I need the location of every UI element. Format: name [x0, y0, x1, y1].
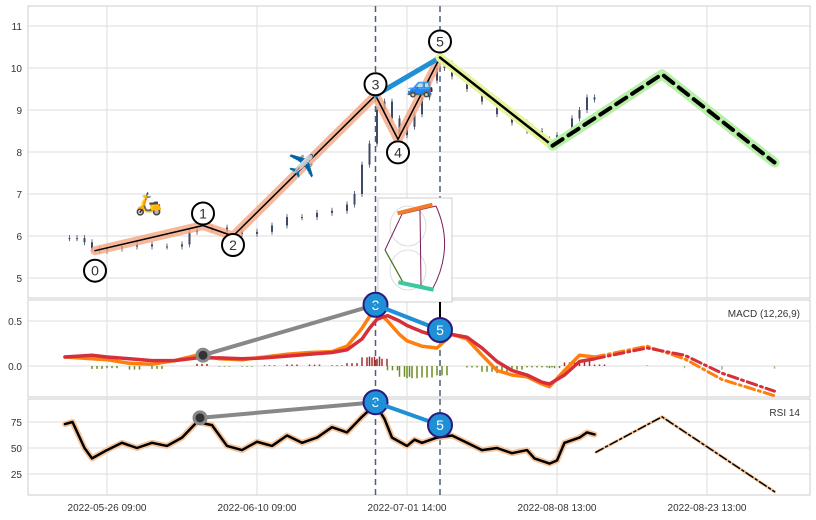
x-tick-label: 2022-06-10 09:00: [218, 503, 297, 514]
pivot-link: [202, 302, 377, 358]
wave-label: 5: [436, 34, 444, 50]
panel-frame: [27, 299, 811, 398]
candle: [331, 210, 333, 213]
emoji-icon: ✈️: [288, 152, 315, 178]
wave-label-circle: [428, 29, 452, 54]
candle: [271, 225, 273, 232]
candle: [361, 164, 363, 194]
projection-line: [438, 56, 554, 147]
y-tick-label: 8: [16, 148, 22, 159]
candle: [256, 231, 258, 234]
signal-projection: [593, 346, 776, 393]
emoji-icon: 🛵: [135, 191, 162, 217]
wave-label-circle: [386, 140, 410, 165]
y-tick-label: 10: [11, 64, 23, 75]
wave-label: 1: [199, 206, 207, 222]
candle: [166, 246, 168, 248]
wave-label: 0: [91, 263, 99, 279]
candle: [301, 217, 303, 219]
rsi-title: RSI 14: [769, 408, 800, 419]
pivot-dot: [192, 410, 208, 426]
candle: [571, 118, 573, 136]
wave-line: [94, 56, 441, 252]
y-tick-label: 0.0: [8, 362, 22, 373]
candle: [578, 110, 581, 119]
rsi-projection: [595, 416, 776, 493]
pivot-link: [199, 400, 376, 420]
pivot-circle: [427, 317, 453, 343]
candle: [391, 101, 393, 119]
candle: [421, 97, 423, 115]
wave-label-circle: [363, 72, 388, 97]
y-tick-label: 5: [16, 274, 22, 285]
x-tick-label: 2022-05-26 09:00: [68, 503, 147, 514]
candle: [428, 80, 431, 98]
x-tick-label: 2022-08-08 13:00: [518, 503, 597, 514]
pivot-label: 5: [436, 417, 444, 433]
x-tick-label: 2022-07-01 14:00: [368, 503, 447, 514]
macd-projection: [593, 344, 776, 398]
y-tick-label: 6: [16, 232, 22, 243]
candle: [83, 238, 86, 243]
candle: [76, 238, 78, 240]
pivot-circle: [427, 412, 453, 439]
inset-image: [377, 197, 453, 318]
candle: [586, 97, 588, 110]
x-tick-label: 2022-08-23 13:00: [668, 503, 747, 514]
candle: [316, 212, 318, 218]
candle: [188, 231, 191, 245]
y-tick-label: 50: [11, 444, 23, 455]
candle: [286, 217, 288, 226]
macd-title: MACD (12,26,9): [728, 309, 800, 320]
candle: [68, 238, 71, 240]
y-tick-label: 0.5: [8, 317, 22, 328]
candle: [346, 204, 348, 211]
y-tick-label: 25: [11, 470, 23, 481]
signal-line: [63, 313, 597, 386]
candle: [593, 97, 596, 100]
candle: [353, 194, 356, 205]
wave-label: 4: [394, 144, 402, 160]
y-tick-label: 7: [16, 190, 22, 201]
candle: [436, 68, 438, 81]
emoji-icon: 🚙: [407, 73, 434, 99]
candle: [368, 143, 371, 165]
y-tick-label: 9: [16, 106, 22, 117]
pivot-dot: [195, 347, 211, 363]
wave-label-circle: [221, 233, 245, 257]
candle: [91, 242, 93, 249]
y-tick-label: 75: [11, 418, 23, 429]
candle: [151, 244, 153, 247]
candle: [413, 114, 416, 127]
candle: [181, 244, 183, 247]
pivot-label: 5: [436, 322, 444, 338]
rsi-line: [63, 403, 596, 465]
wave-label: 2: [229, 237, 237, 253]
wave-label-circle: [83, 258, 107, 283]
wave-label-circle: [191, 201, 215, 226]
projection-dashed-line: [550, 72, 777, 165]
candle: [376, 110, 378, 144]
y-tick-label: 11: [12, 22, 23, 33]
wave-label: 3: [372, 76, 380, 92]
